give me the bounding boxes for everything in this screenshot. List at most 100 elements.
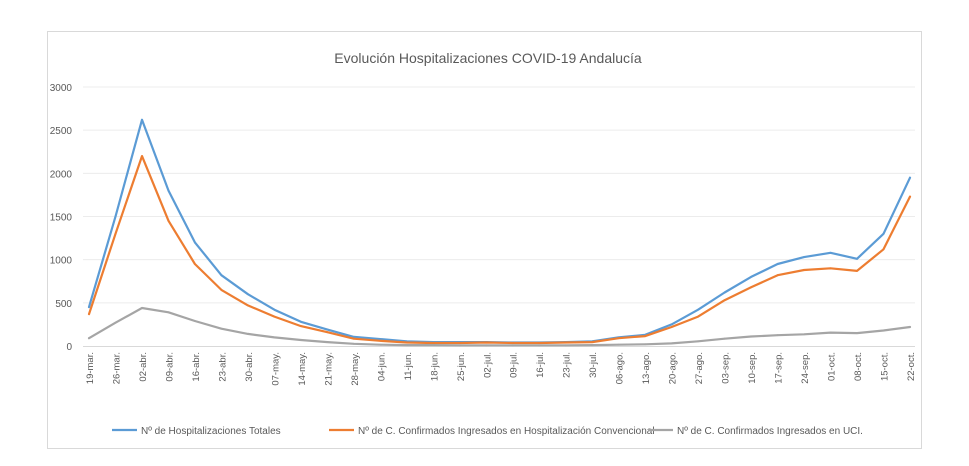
x-tick-label: 02-abr. <box>138 352 149 382</box>
data-point <box>88 337 90 340</box>
data-point <box>670 342 673 345</box>
y-tick-label: 0 <box>66 342 72 353</box>
data-point <box>776 334 779 337</box>
data-point <box>723 337 726 340</box>
y-tick-label: 3000 <box>50 83 73 94</box>
line-chart: Evolución Hospitalizaciones COVID-19 And… <box>50 50 917 437</box>
data-point <box>405 344 408 346</box>
series-line-2 <box>87 154 912 345</box>
data-point <box>114 321 117 324</box>
data-point <box>273 308 276 311</box>
data-point <box>909 176 911 179</box>
x-tick-label: 25-jun. <box>456 352 467 381</box>
data-point <box>803 256 805 258</box>
x-tick-label: 30-abr. <box>244 352 255 382</box>
x-tick-label: 04-jun. <box>376 352 387 381</box>
data-point <box>538 342 541 344</box>
data-point <box>220 327 223 330</box>
data-point <box>352 342 355 345</box>
legend-label: Nº de C. Confirmados Ingresados en UCI. <box>677 426 863 437</box>
data-point <box>458 344 461 347</box>
data-point <box>141 155 143 157</box>
y-axis-ticks: 0 500 1000 1500 2000 2500 3000 <box>50 83 73 353</box>
y-tick-label: 1000 <box>50 256 73 267</box>
data-point <box>803 269 805 271</box>
data-point <box>670 326 673 328</box>
data-point <box>750 276 752 278</box>
data-point <box>564 344 567 347</box>
data-point <box>88 306 90 308</box>
x-tick-label: 23-abr. <box>217 352 228 382</box>
x-tick-label: 08-oct. <box>853 352 864 381</box>
data-point <box>644 343 647 346</box>
x-tick-label: 09-abr. <box>164 352 175 382</box>
x-tick-label: 18-jun. <box>429 352 440 381</box>
x-tick-label: 03-sep. <box>721 352 732 384</box>
data-point <box>247 333 249 335</box>
x-tick-label: 21-may. <box>323 352 334 386</box>
data-point <box>697 340 699 343</box>
y-tick-label: 2500 <box>50 126 73 137</box>
data-point <box>167 189 170 192</box>
data-point <box>909 195 911 198</box>
data-point <box>723 291 726 294</box>
data-point <box>379 339 382 342</box>
data-point <box>697 315 699 318</box>
data-point <box>882 248 885 251</box>
chart-frame: Evolución Hospitalizaciones COVID-19 And… <box>47 31 922 449</box>
x-tick-label: 06-ago. <box>615 352 626 384</box>
x-tick-label: 07-may. <box>270 352 281 386</box>
y-tick-label: 2000 <box>50 169 73 180</box>
series-lines <box>87 118 912 347</box>
data-point <box>273 336 276 339</box>
legend-label: Nº de C. Confirmados Ingresados en Hospi… <box>358 426 655 437</box>
data-point <box>697 308 699 311</box>
data-point <box>723 299 726 302</box>
legend-label: Nº de Hospitalizaciones Totales <box>141 426 281 437</box>
x-tick-label: 01-oct. <box>827 352 838 381</box>
x-axis-ticks: 19-mar. 26-mar. 02-abr. 09-abr. 16-abr. 23-ab… <box>85 352 917 386</box>
data-point <box>750 286 752 289</box>
data-point <box>141 118 143 121</box>
x-tick-label: 24-sep. <box>800 352 811 384</box>
series-line-3 <box>87 306 912 347</box>
data-point <box>114 232 117 235</box>
x-tick-label: 22-oct. <box>906 352 917 381</box>
series-line-1 <box>87 118 912 344</box>
data-point <box>644 335 647 337</box>
x-tick-label: 23-jul. <box>562 352 573 378</box>
data-point <box>114 215 117 218</box>
data-point <box>300 320 302 323</box>
data-point <box>379 338 382 340</box>
x-tick-label: 30-jul. <box>588 352 599 378</box>
x-tick-label: 11-jun. <box>403 352 414 380</box>
data-point <box>750 335 752 338</box>
data-point <box>803 333 805 336</box>
data-point <box>485 344 488 347</box>
data-point <box>194 320 196 322</box>
data-point <box>538 344 541 347</box>
data-point <box>247 293 249 296</box>
data-point <box>432 342 435 344</box>
data-point <box>776 263 779 265</box>
data-point <box>326 331 329 334</box>
data-point <box>856 270 858 272</box>
data-point <box>511 344 514 347</box>
data-point <box>591 344 594 346</box>
data-point <box>617 343 620 346</box>
data-point <box>300 325 302 327</box>
data-point <box>220 274 223 277</box>
data-point <box>564 341 567 344</box>
x-tick-label: 14-may. <box>297 352 308 386</box>
data-point <box>405 341 408 344</box>
x-tick-label: 10-sep. <box>747 352 758 384</box>
y-tick-label: 1500 <box>50 213 73 224</box>
data-point <box>670 323 673 326</box>
y-tick-label: 500 <box>55 299 72 310</box>
x-tick-label: 20-ago. <box>668 352 679 384</box>
gridlines <box>83 86 915 304</box>
data-point <box>141 307 143 309</box>
data-point <box>300 339 302 341</box>
x-tick-label: 17-sep. <box>774 352 785 384</box>
data-point <box>167 311 170 314</box>
